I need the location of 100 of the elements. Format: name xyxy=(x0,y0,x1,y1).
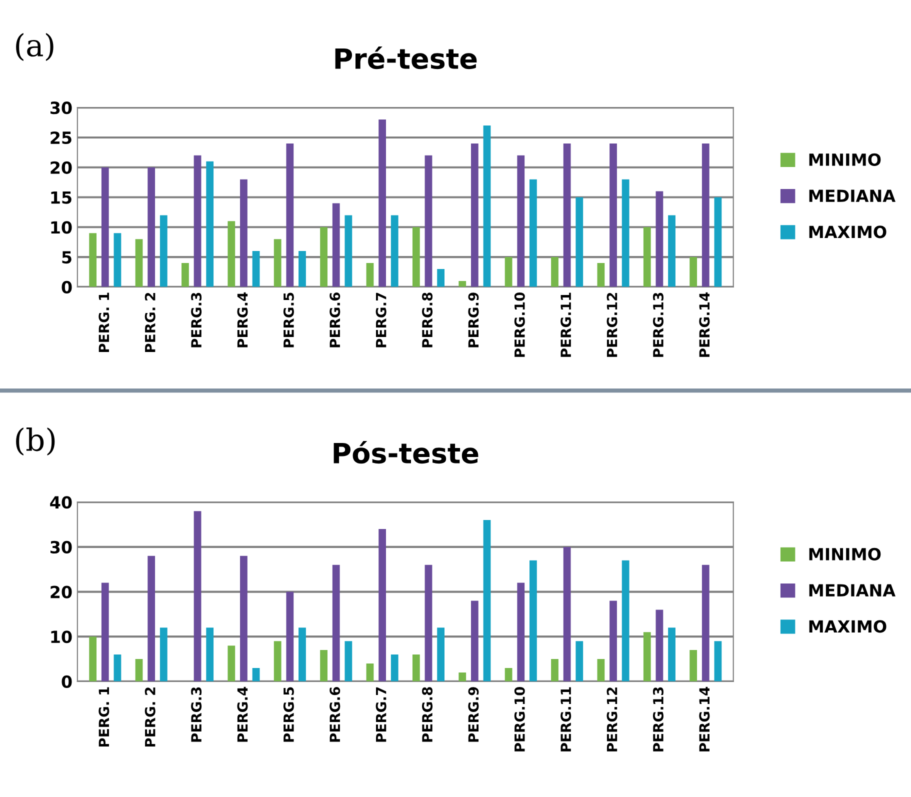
x-tick-label: PERG.5 xyxy=(283,687,294,742)
bar xyxy=(597,659,605,682)
bar xyxy=(332,564,340,682)
legend-label: MAXIMO xyxy=(809,620,886,633)
x-tick-label: PERG.14 xyxy=(699,292,710,357)
bar xyxy=(576,197,584,287)
bar xyxy=(470,600,478,682)
bar xyxy=(194,511,202,682)
y-tick-label: 20 xyxy=(50,586,72,598)
bar xyxy=(298,251,306,287)
bar xyxy=(483,520,491,682)
legend-label: MEDIANA xyxy=(809,190,896,202)
bar xyxy=(252,251,260,287)
x-tick-label: PERG. 2 xyxy=(144,292,156,352)
bar xyxy=(286,592,294,682)
bar xyxy=(437,628,445,682)
bar xyxy=(135,239,143,287)
x-tick-label: PERG.11 xyxy=(560,292,572,357)
bar xyxy=(240,179,248,287)
bar xyxy=(714,197,722,287)
bar xyxy=(529,560,537,682)
x-tick-label: PERG.10 xyxy=(514,686,525,752)
bar xyxy=(551,257,558,287)
x-tick-label: PERG.7 xyxy=(376,687,386,742)
x-tick-label: PERG.10 xyxy=(514,292,525,357)
bar xyxy=(332,203,340,287)
bar xyxy=(228,221,236,287)
bar xyxy=(135,659,143,682)
chart-title: Pós-teste xyxy=(334,441,478,464)
x-tick-label: PERG.6 xyxy=(330,687,340,742)
y-tick-label: 0 xyxy=(62,280,72,294)
legend-label: MINIMO xyxy=(809,153,881,166)
legend-label: MINIMO xyxy=(809,548,881,560)
bar xyxy=(206,628,214,682)
x-tick-label: PERG.7 xyxy=(376,292,386,348)
bar xyxy=(344,215,352,287)
bar xyxy=(344,641,352,682)
bar xyxy=(274,641,282,682)
bar xyxy=(182,263,189,287)
bar xyxy=(114,233,122,287)
y-tick-label: 5 xyxy=(62,251,72,264)
y-tick-label: 40 xyxy=(50,496,72,509)
bar xyxy=(390,215,398,287)
y-tick-label: 20 xyxy=(50,161,72,174)
bar xyxy=(194,155,202,287)
bar xyxy=(378,120,386,287)
bar xyxy=(702,564,710,682)
x-tick-label: PERG.11 xyxy=(560,687,572,752)
y-tick-label: 10 xyxy=(51,630,72,644)
bar xyxy=(458,672,466,682)
bar xyxy=(424,155,432,287)
text: (b) xyxy=(16,428,55,456)
y-tick-label: 15 xyxy=(51,191,72,204)
bar xyxy=(643,632,651,682)
x-tick-label: PERG.3 xyxy=(191,292,202,348)
bar xyxy=(690,257,698,287)
bar xyxy=(458,280,466,287)
bar xyxy=(206,161,214,287)
bar xyxy=(668,215,676,287)
bar xyxy=(643,227,651,287)
bar xyxy=(622,179,630,287)
bar xyxy=(320,227,328,287)
bar xyxy=(470,143,478,287)
x-tick-label: PERG.5 xyxy=(283,292,294,348)
bar xyxy=(298,628,306,682)
bar xyxy=(517,582,525,682)
bar xyxy=(656,610,664,682)
y-tick-label: 10 xyxy=(51,221,72,234)
bar xyxy=(89,233,97,287)
y-tick-label: 30 xyxy=(50,540,72,554)
x-tick-label: PERG.9 xyxy=(468,292,479,348)
bar xyxy=(504,668,512,682)
bar xyxy=(412,227,420,287)
bar xyxy=(424,564,432,682)
bar xyxy=(286,143,294,287)
bar xyxy=(529,179,537,287)
bar xyxy=(551,659,558,682)
x-tick-label: PERG.8 xyxy=(422,292,433,348)
bar xyxy=(240,556,248,682)
bar xyxy=(101,582,109,682)
bar xyxy=(504,257,512,287)
bar xyxy=(228,646,236,682)
bar xyxy=(412,654,420,682)
x-tick-label: PERG.8 xyxy=(422,687,433,742)
bar xyxy=(101,167,109,287)
bar xyxy=(690,650,698,682)
bar xyxy=(148,556,156,682)
bar xyxy=(656,191,664,287)
bar xyxy=(160,215,168,287)
bar xyxy=(702,143,710,287)
x-tick-label: PERG.12 xyxy=(606,688,618,752)
x-tick-label: PERG. 1 xyxy=(98,292,110,352)
legend-label: MAXIMO xyxy=(809,226,886,238)
bar xyxy=(390,654,398,682)
bar xyxy=(610,600,617,682)
x-tick-label: PERG.4 xyxy=(237,292,248,348)
bar xyxy=(714,641,722,682)
x-tick-label: PERG.6 xyxy=(330,292,340,348)
bar xyxy=(576,641,584,682)
x-tick-label: PERG.13 xyxy=(652,292,664,357)
